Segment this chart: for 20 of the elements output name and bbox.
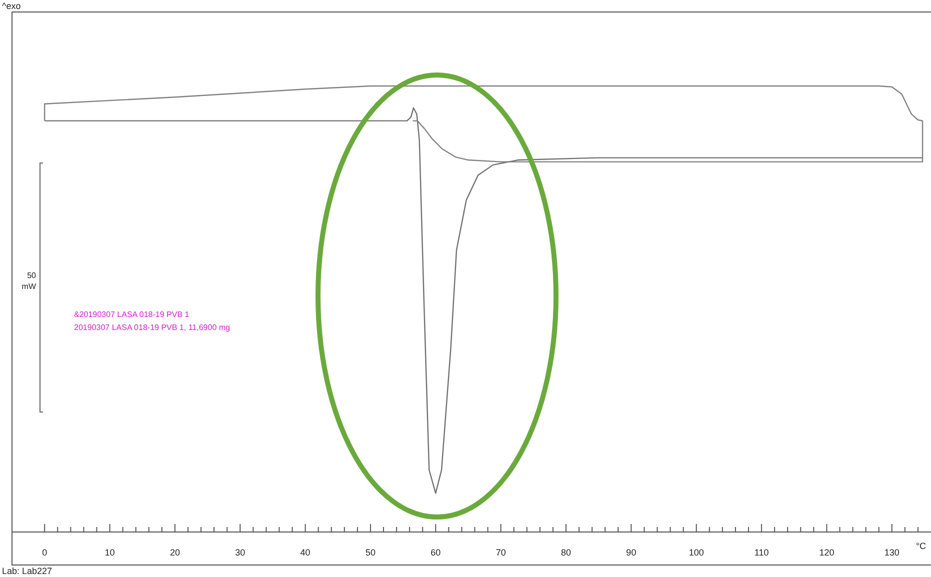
x-tick-label: 10 bbox=[104, 547, 115, 558]
text: Lab: Lab227 bbox=[2, 566, 52, 576]
x-tick-label: 50 bbox=[365, 547, 376, 558]
x-tick-label: 100 bbox=[688, 547, 704, 558]
x-tick-label: 80 bbox=[561, 547, 572, 558]
x-axis-title: °C bbox=[916, 541, 927, 551]
annotation: 20190307 LASA 018-19 PVB 1, 11,6900 mg bbox=[74, 323, 230, 332]
x-tick-label: 70 bbox=[496, 547, 506, 558]
annotation: 50 mW bbox=[22, 271, 37, 291]
x-tick-label: 130 bbox=[884, 547, 900, 558]
x-tick-label: 60 bbox=[430, 547, 441, 558]
x-tick-label: 30 bbox=[235, 547, 246, 558]
x-tick-label: 110 bbox=[754, 547, 769, 558]
x-tick-label: 20 bbox=[170, 547, 180, 558]
x-tick-label: 90 bbox=[626, 547, 636, 558]
x-tick-label: 0 bbox=[42, 547, 48, 558]
x-tick-label: 120 bbox=[819, 547, 834, 558]
x-tick-label: 40 bbox=[300, 547, 310, 558]
text: ^exo bbox=[2, 1, 21, 11]
annotation: &20190307 LASA 018-19 PVB 1 bbox=[74, 310, 190, 319]
